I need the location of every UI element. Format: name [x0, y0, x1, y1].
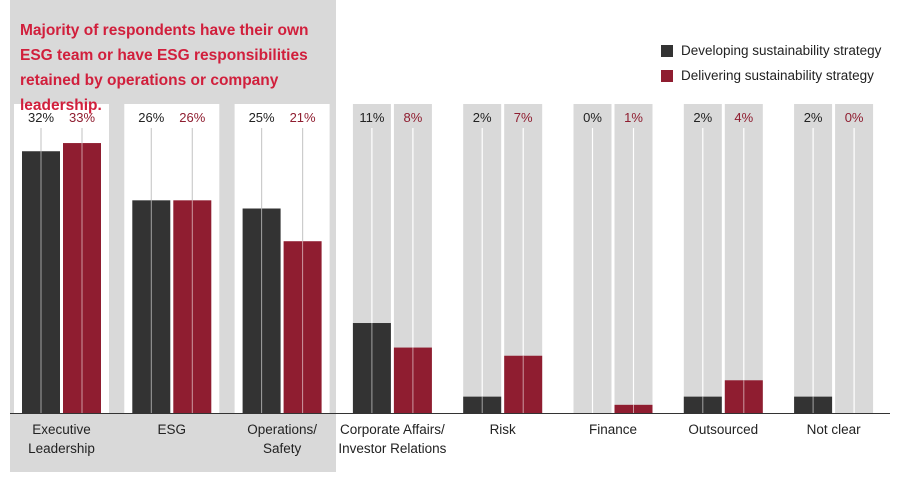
value-label-delivering-finance: 1% — [624, 110, 643, 125]
value-label-delivering-outsourced: 4% — [734, 110, 753, 125]
category-label-outsourced: Outsourced — [688, 422, 758, 437]
category-label-operations-safety: Operations/ — [247, 422, 317, 437]
category-label-corporate-affairs-investor-relations: Investor Relations — [338, 441, 446, 456]
value-label-developing-operations-safety: 25% — [249, 110, 275, 125]
value-label-developing-executive-leadership: 32% — [28, 110, 54, 125]
value-label-developing-esg: 26% — [138, 110, 164, 125]
category-label-not-clear: Not clear — [807, 422, 862, 437]
category-label-risk: Risk — [490, 422, 516, 437]
value-label-developing-risk: 2% — [473, 110, 492, 125]
legend-item-developing: Developing sustainability strategy — [661, 42, 901, 62]
value-label-developing-outsourced: 2% — [693, 110, 712, 125]
value-label-developing-finance: 0% — [583, 110, 602, 125]
value-label-delivering-risk: 7% — [514, 110, 533, 125]
category-label-executive-leadership: Executive — [32, 422, 91, 437]
legend-label-delivering: Delivering sustainability strategy — [681, 68, 874, 83]
category-label-executive-leadership: Leadership — [28, 441, 95, 456]
chart-headline: Majority of respondents have their own E… — [20, 22, 309, 114]
category-label-esg: ESG — [158, 422, 187, 437]
legend-swatch-developing — [661, 45, 673, 57]
legend-swatch-delivering — [661, 70, 673, 82]
category-label-corporate-affairs-investor-relations: Corporate Affairs/ — [340, 422, 445, 437]
value-label-delivering-not-clear: 0% — [845, 110, 864, 125]
value-label-developing-not-clear: 2% — [804, 110, 823, 125]
legend-label-developing: Developing sustainability strategy — [681, 43, 882, 58]
value-label-delivering-corporate-affairs-investor-relations: 8% — [404, 110, 423, 125]
value-label-delivering-executive-leadership: 33% — [69, 110, 95, 125]
category-label-finance: Finance — [589, 422, 637, 437]
value-label-delivering-operations-safety: 21% — [290, 110, 316, 125]
value-label-developing-corporate-affairs-investor-relations: 11% — [359, 110, 384, 125]
category-label-operations-safety: Safety — [263, 441, 302, 456]
legend-item-delivering: Delivering sustainability strategy — [661, 67, 901, 87]
value-label-delivering-esg: 26% — [179, 110, 205, 125]
